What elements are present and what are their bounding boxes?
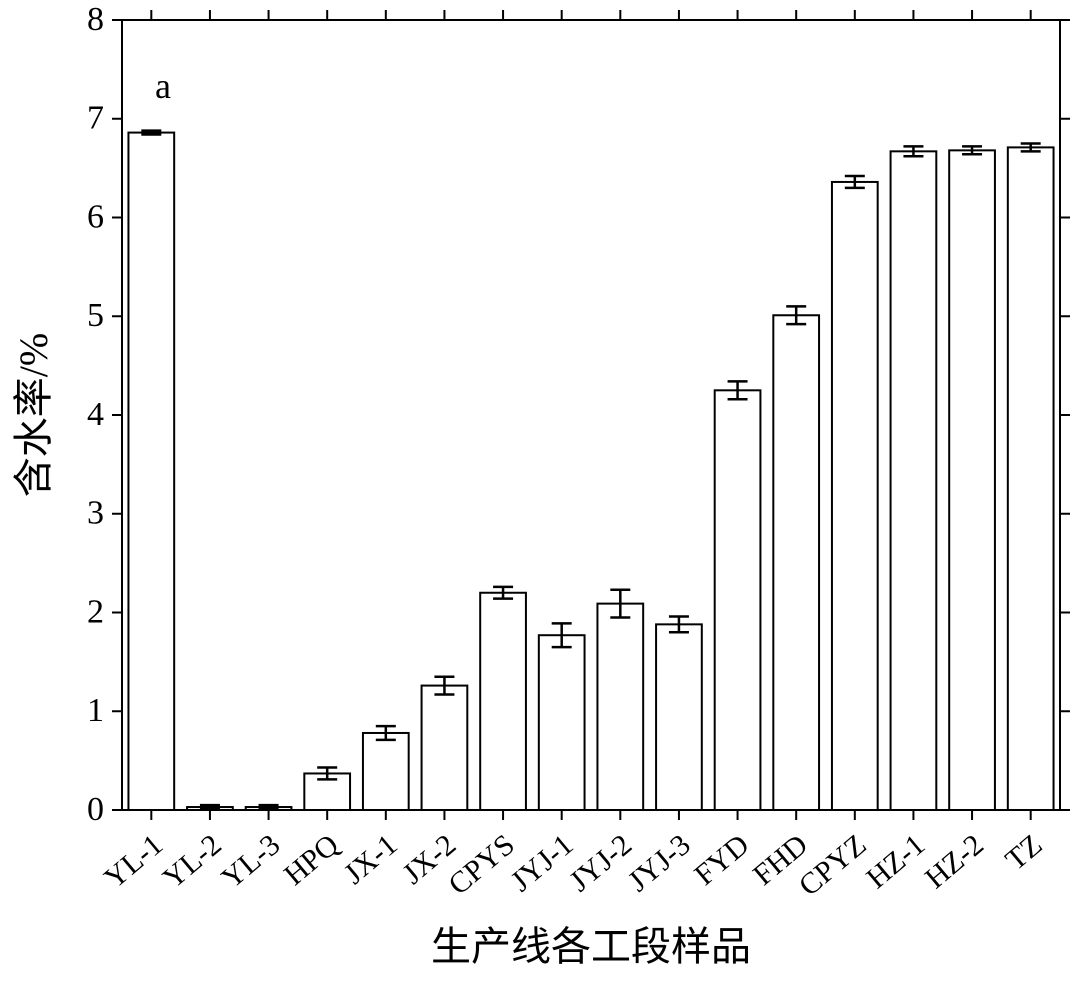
- bar: [539, 635, 585, 810]
- x-tick-label: JX-1: [338, 828, 404, 891]
- y-tick-label: 8: [87, 1, 104, 38]
- bar: [480, 593, 526, 810]
- y-tick-label: 2: [87, 593, 104, 630]
- x-tick-label: HZ-1: [860, 828, 931, 895]
- x-tick-label: CPYZ: [793, 828, 873, 903]
- y-tick-label: 3: [87, 495, 104, 532]
- bar: [363, 733, 409, 810]
- x-tick-label: JYJ-1: [505, 828, 580, 898]
- bar: [656, 624, 702, 810]
- chart-container: 012345678YL-1YL-2YL-3HPQJX-1JX-2CPYSJYJ-…: [0, 0, 1080, 983]
- bar: [128, 133, 174, 810]
- x-axis-label: 生产线各工段样品: [431, 924, 751, 969]
- x-tick-label: YL-2: [157, 828, 228, 895]
- x-tick-label: HZ-2: [919, 828, 990, 895]
- y-tick-label: 6: [87, 198, 104, 235]
- bar: [1008, 147, 1054, 810]
- x-tick-label: CPYS: [442, 828, 521, 902]
- bar: [715, 390, 761, 810]
- bar: [597, 604, 643, 810]
- x-tick-label: HPQ: [278, 828, 345, 892]
- bar-chart-svg: 012345678YL-1YL-2YL-3HPQJX-1JX-2CPYSJYJ-…: [0, 0, 1080, 983]
- y-tick-label: 5: [87, 297, 104, 334]
- bar: [773, 315, 819, 810]
- y-tick-label: 0: [87, 791, 104, 828]
- bar: [949, 150, 995, 810]
- x-tick-label: YL-1: [98, 828, 169, 895]
- x-tick-label: TZ: [999, 828, 1048, 877]
- x-tick-label: FYD: [688, 828, 755, 892]
- y-axis-label: 含水率/%: [11, 333, 56, 497]
- y-tick-label: 7: [87, 100, 104, 137]
- x-tick-label: YL-3: [215, 828, 286, 895]
- x-tick-label: JYJ-3: [622, 828, 697, 898]
- y-tick-label: 4: [87, 396, 104, 433]
- bar: [832, 182, 878, 810]
- panel-label: a: [155, 66, 171, 106]
- bar: [891, 151, 937, 810]
- x-tick-label: JYJ-2: [563, 828, 638, 898]
- bar: [422, 686, 468, 810]
- y-tick-label: 1: [87, 692, 104, 729]
